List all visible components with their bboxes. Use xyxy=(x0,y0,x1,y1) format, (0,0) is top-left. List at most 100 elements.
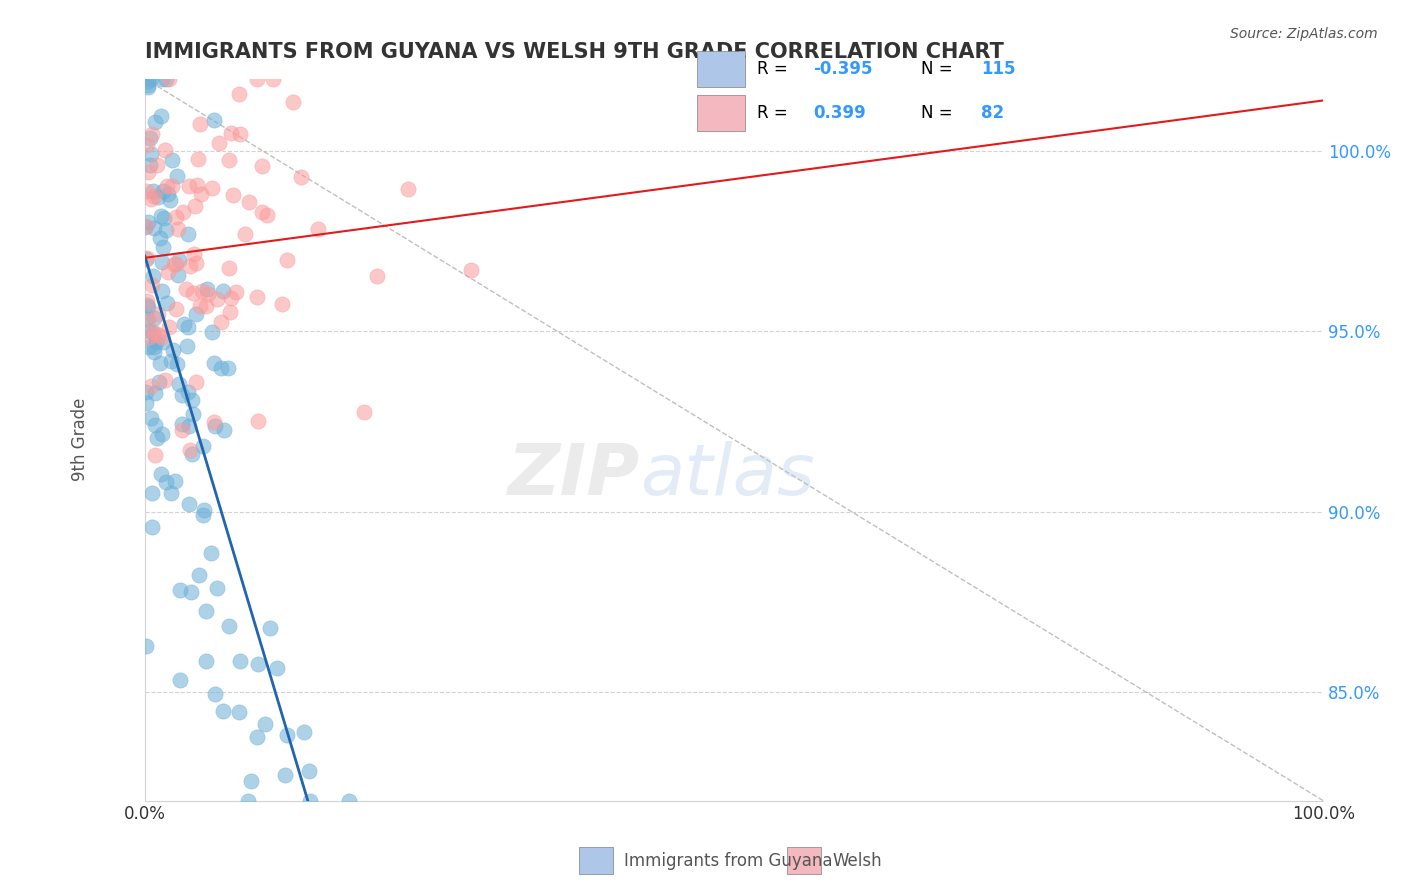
Point xyxy=(170,423,193,437)
Point xyxy=(246,730,269,744)
Point xyxy=(148,307,170,321)
Point xyxy=(193,503,215,517)
Point xyxy=(181,285,204,300)
Point xyxy=(136,298,159,312)
Text: Source: ZipAtlas.com: Source: ZipAtlas.com xyxy=(1230,27,1378,41)
Point xyxy=(143,417,166,432)
Text: R =: R = xyxy=(756,60,793,78)
Point xyxy=(150,255,173,269)
Point xyxy=(200,546,222,560)
Point xyxy=(142,269,165,284)
Point xyxy=(298,764,321,778)
Text: 115: 115 xyxy=(981,60,1017,78)
Point xyxy=(233,227,256,242)
Point xyxy=(217,360,239,375)
Point xyxy=(153,143,176,157)
Point xyxy=(160,153,183,167)
Point xyxy=(197,286,219,301)
Point xyxy=(145,335,167,350)
Point xyxy=(162,179,184,194)
Point xyxy=(169,583,191,598)
Point xyxy=(156,186,179,201)
Point xyxy=(337,794,360,808)
Point xyxy=(253,717,276,731)
Point xyxy=(202,415,225,429)
Point xyxy=(165,301,187,316)
Point xyxy=(209,314,232,328)
Point xyxy=(149,209,172,223)
Point xyxy=(136,165,159,179)
Point xyxy=(205,292,228,306)
Point xyxy=(219,126,242,140)
Point xyxy=(298,794,321,808)
Point xyxy=(139,147,162,161)
Text: 0.399: 0.399 xyxy=(813,104,866,122)
Point xyxy=(276,728,298,742)
Point xyxy=(139,71,162,86)
Point xyxy=(167,268,190,283)
Point xyxy=(190,186,212,201)
Point xyxy=(173,317,195,331)
Point xyxy=(181,447,204,461)
Point xyxy=(259,621,281,635)
Point xyxy=(138,74,160,88)
Point xyxy=(167,376,190,391)
Point xyxy=(211,284,233,298)
Point xyxy=(246,290,269,304)
Point xyxy=(262,71,284,86)
FancyBboxPatch shape xyxy=(697,95,745,131)
Point xyxy=(135,252,157,266)
Point xyxy=(209,361,232,376)
Point xyxy=(195,604,218,618)
Point xyxy=(150,467,173,481)
Point xyxy=(181,392,204,407)
Point xyxy=(136,80,159,95)
Point xyxy=(153,373,176,387)
FancyBboxPatch shape xyxy=(579,847,613,874)
Point xyxy=(186,375,208,389)
Point xyxy=(307,222,329,236)
Point xyxy=(138,340,160,354)
Point xyxy=(187,152,209,166)
Point xyxy=(460,263,482,277)
Point xyxy=(150,427,173,442)
FancyBboxPatch shape xyxy=(787,847,821,874)
Point xyxy=(138,78,160,92)
Point xyxy=(179,260,201,274)
Point xyxy=(201,181,224,195)
Point xyxy=(211,705,233,719)
Point xyxy=(270,296,292,310)
Point xyxy=(184,307,207,321)
Point xyxy=(163,475,186,489)
Point xyxy=(155,223,177,237)
Point xyxy=(159,193,181,207)
Point xyxy=(135,385,157,400)
Point xyxy=(229,128,252,142)
Point xyxy=(177,497,200,511)
Point xyxy=(218,261,240,276)
Point xyxy=(149,356,172,370)
Point xyxy=(146,158,169,172)
Point xyxy=(141,486,163,500)
Point xyxy=(207,581,229,595)
Point xyxy=(191,508,214,522)
Point xyxy=(246,71,269,86)
Point xyxy=(186,256,208,270)
Point xyxy=(177,227,200,242)
Point xyxy=(143,221,166,235)
Point xyxy=(228,654,250,668)
Point xyxy=(165,210,187,224)
Point xyxy=(276,253,298,268)
Point xyxy=(135,294,157,309)
Point xyxy=(204,419,226,434)
Point xyxy=(150,284,173,298)
Point xyxy=(228,705,250,719)
Point xyxy=(194,299,217,313)
Point xyxy=(136,312,159,326)
Point xyxy=(238,194,260,209)
Point xyxy=(188,567,211,582)
Point xyxy=(139,192,162,206)
Point xyxy=(167,222,190,236)
Point xyxy=(195,282,218,296)
Point xyxy=(166,357,188,371)
